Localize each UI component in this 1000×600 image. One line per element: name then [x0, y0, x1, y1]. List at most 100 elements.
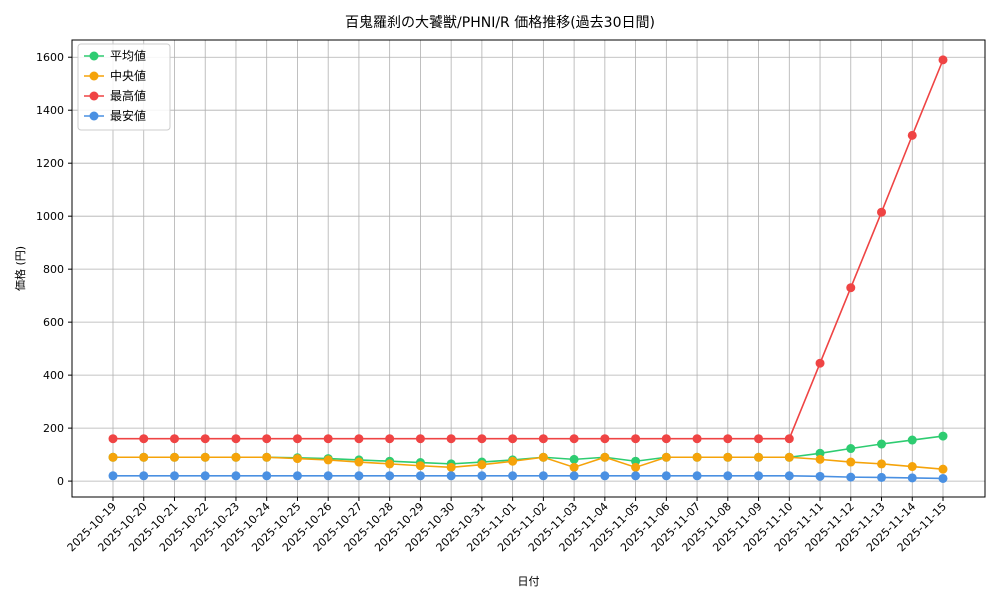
data-point	[231, 434, 241, 444]
data-point	[661, 452, 671, 462]
data-point	[292, 434, 302, 444]
data-point	[784, 434, 794, 444]
data-point	[385, 471, 395, 481]
y-axis: 0 200 400 600 800 1000 1200 1400 1600	[36, 51, 72, 488]
data-point	[292, 471, 302, 481]
data-point	[692, 471, 702, 481]
data-point	[692, 452, 702, 462]
y-tick-label: 600	[43, 316, 64, 329]
data-point	[846, 472, 856, 482]
data-point	[569, 434, 579, 444]
data-point	[292, 454, 302, 464]
data-point	[631, 462, 641, 472]
data-point	[169, 471, 179, 481]
plot-frame	[71, 39, 986, 498]
data-point	[754, 434, 764, 444]
data-point	[907, 462, 917, 472]
data-point	[938, 473, 948, 483]
legend-label: 平均値	[110, 48, 146, 63]
data-point	[661, 434, 671, 444]
data-point	[262, 452, 272, 462]
data-point	[846, 444, 856, 454]
data-point	[231, 452, 241, 462]
data-point	[108, 452, 118, 462]
data-point	[354, 457, 364, 467]
legend-label: 最高値	[110, 88, 146, 103]
data-point	[446, 462, 456, 472]
data-point	[477, 460, 487, 470]
data-point	[815, 471, 825, 481]
data-point	[169, 452, 179, 462]
data-point	[631, 471, 641, 481]
data-point	[907, 473, 917, 483]
series-line	[108, 452, 948, 474]
data-point	[508, 434, 518, 444]
data-point	[354, 471, 364, 481]
data-point	[231, 471, 241, 481]
data-point	[354, 434, 364, 444]
data-point	[631, 434, 641, 444]
legend-marker	[89, 71, 99, 81]
data-point	[139, 452, 149, 462]
data-point	[938, 464, 948, 474]
data-point	[538, 471, 548, 481]
data-point	[323, 455, 333, 465]
data-point	[538, 452, 548, 462]
y-tick-label: 0	[57, 475, 64, 488]
data-point	[569, 462, 579, 472]
data-point	[846, 283, 856, 293]
data-point	[446, 434, 456, 444]
data-point	[415, 461, 425, 471]
data-point	[477, 434, 487, 444]
data-point	[262, 434, 272, 444]
data-point	[323, 434, 333, 444]
data-point	[723, 452, 733, 462]
data-point	[600, 434, 610, 444]
data-point	[508, 471, 518, 481]
x-axis: 2025-10-192025-10-202025-10-212025-10-22…	[65, 497, 949, 554]
data-point	[139, 471, 149, 481]
data-point	[938, 431, 948, 441]
legend-marker	[89, 111, 99, 121]
data-point	[169, 434, 179, 444]
data-point	[446, 471, 456, 481]
legend-marker	[89, 51, 99, 61]
data-point	[784, 471, 794, 481]
data-point	[754, 471, 764, 481]
legend-label: 最安値	[110, 108, 146, 123]
data-point	[200, 471, 210, 481]
data-point	[938, 55, 948, 65]
data-point	[415, 471, 425, 481]
x-axis-label: 日付	[518, 575, 540, 588]
data-point	[846, 457, 856, 467]
data-point	[600, 471, 610, 481]
data-point	[323, 471, 333, 481]
data-point	[569, 471, 579, 481]
data-point	[723, 471, 733, 481]
data-point	[661, 471, 671, 481]
data-point	[877, 439, 887, 449]
data-point	[569, 454, 579, 464]
y-tick-label: 800	[43, 263, 64, 276]
data-point	[477, 471, 487, 481]
data-point	[139, 434, 149, 444]
data-point	[262, 471, 272, 481]
data-point	[385, 434, 395, 444]
data-point	[508, 456, 518, 466]
y-tick-label: 200	[43, 422, 64, 435]
data-point	[692, 434, 702, 444]
data-point	[200, 452, 210, 462]
y-tick-label: 400	[43, 369, 64, 382]
data-point	[385, 459, 395, 469]
data-point	[815, 454, 825, 464]
data-point	[784, 452, 794, 462]
series-line	[108, 55, 948, 444]
data-point	[723, 434, 733, 444]
grid	[72, 40, 985, 497]
y-axis-label: 価格 (円)	[13, 246, 27, 291]
data-point	[415, 434, 425, 444]
data-point	[877, 459, 887, 469]
data-point	[907, 435, 917, 445]
